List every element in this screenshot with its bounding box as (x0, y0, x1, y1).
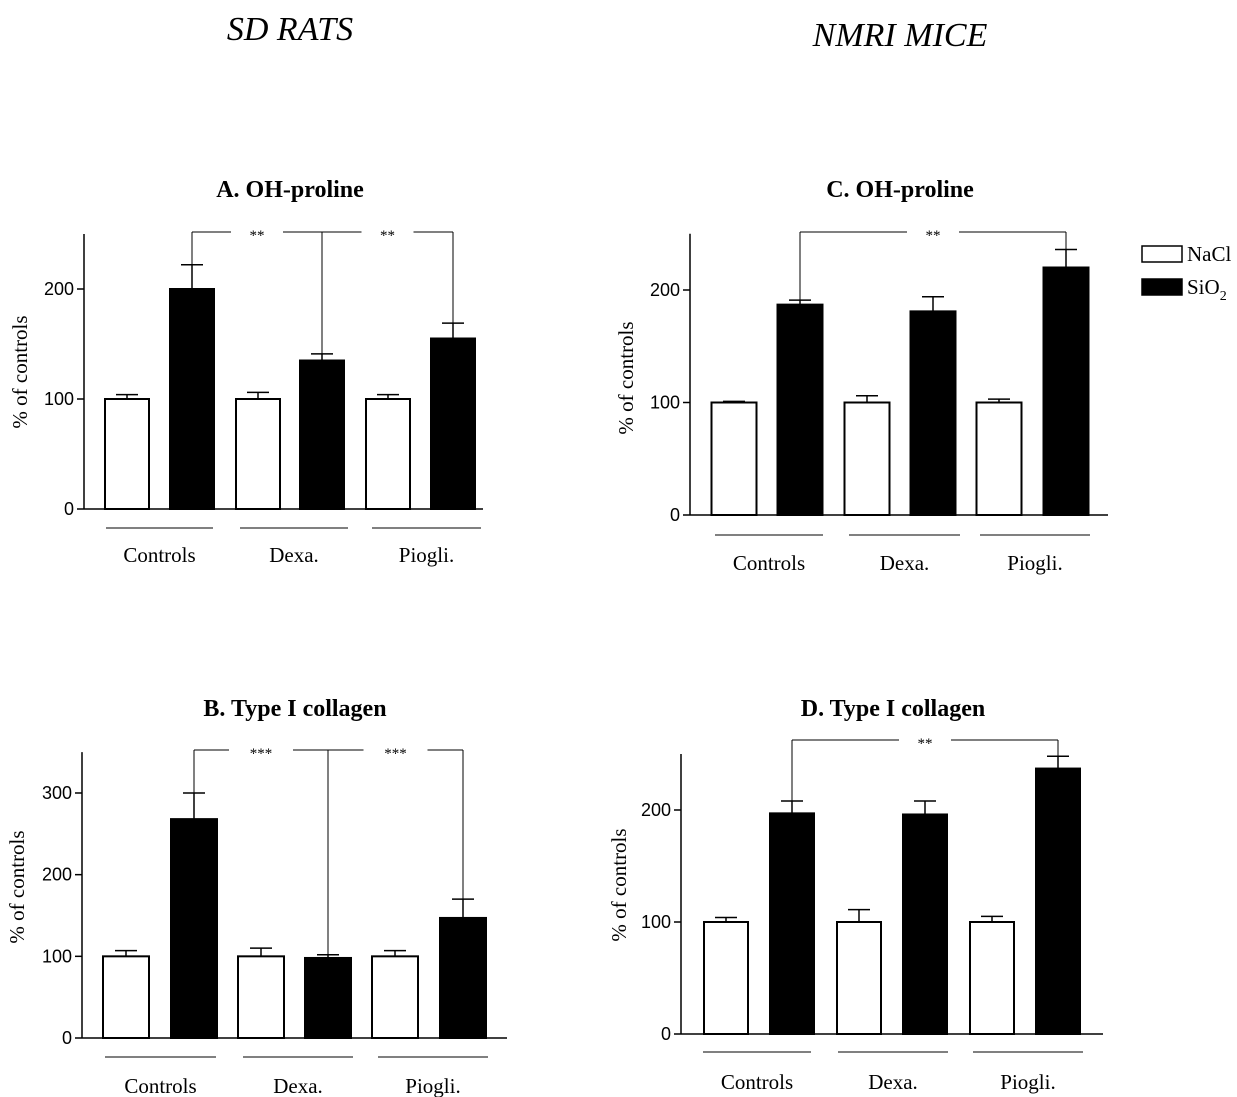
bar-sio2 (1042, 266, 1090, 516)
bar-sio2 (1035, 767, 1081, 1035)
bar-nacl (371, 955, 419, 1040)
chart-title: C. OH-proline (826, 177, 974, 203)
category-label: Dexa. (880, 551, 930, 575)
bar-nacl (365, 398, 411, 510)
legend-label-sio2: SiO2 (1187, 275, 1227, 304)
bar-sio2 (776, 303, 824, 516)
bar-nacl (237, 955, 285, 1040)
bar-nacl (843, 401, 891, 516)
significance-label: *** (384, 746, 407, 762)
category-label: Dexa. (273, 1074, 323, 1097)
category-label: Piogli. (1007, 551, 1062, 575)
significance-label: ** (250, 228, 265, 244)
category-label: Controls (721, 1070, 793, 1094)
legend-label-sio2-text: SiO (1187, 275, 1220, 299)
bar-nacl (836, 921, 882, 1035)
legend-label-sio2-subscript: 2 (1220, 289, 1227, 304)
panel-b-type-i-collagen-rats: B. Type I collagen % of controls 0 100 200 30… (5, 696, 507, 1097)
legend-swatch-sio2 (1141, 278, 1183, 296)
y-tick-label: 100 (44, 389, 74, 409)
bar-sio2 (170, 818, 218, 1039)
significance-label: ** (926, 228, 941, 244)
bar-sio2 (909, 310, 957, 516)
bar-sio2 (902, 813, 948, 1035)
chart-title: D. Type I collagen (801, 696, 985, 722)
y-axis-label: % of controls (607, 828, 631, 941)
legend-swatch-nacl (1141, 245, 1183, 263)
category-label: Controls (124, 1074, 196, 1097)
bar-sio2 (769, 812, 815, 1035)
bar-nacl (975, 401, 1023, 516)
bar-sio2 (169, 288, 215, 510)
y-axis-label: % of controls (5, 830, 29, 943)
chart-title: A. OH-proline (216, 177, 364, 203)
y-axis-label: % of controls (614, 321, 638, 434)
y-tick-label: 200 (44, 279, 74, 299)
category-label: Piogli. (399, 543, 454, 567)
panel-a-oh-proline-rats: A. OH-proline % of controls 0 100 200 Control… (8, 177, 483, 567)
panel-c-oh-proline-mice: C. OH-proline % of controls 0 100 200 Control… (614, 177, 1108, 575)
y-tick-label: 0 (670, 505, 680, 525)
y-tick-label: 0 (62, 1028, 72, 1048)
y-tick-label: 100 (650, 393, 680, 413)
y-tick-label: 100 (42, 946, 72, 966)
column-title-sd-rats: SD RATS (227, 11, 353, 48)
y-tick-label: 0 (64, 499, 74, 519)
y-tick-label: 200 (641, 800, 671, 820)
category-label: Controls (123, 543, 195, 567)
category-label: Dexa. (868, 1070, 918, 1094)
bar-nacl (969, 921, 1015, 1035)
bar-sio2 (430, 337, 476, 510)
bar-sio2 (439, 916, 487, 1040)
y-tick-label: 300 (42, 783, 72, 803)
bar-sio2 (299, 359, 345, 510)
chart-title: B. Type I collagen (203, 696, 386, 722)
bar-nacl (710, 401, 758, 516)
category-label: Piogli. (1000, 1070, 1055, 1094)
significance-label: *** (250, 746, 273, 762)
category-label: Piogli. (405, 1074, 460, 1097)
bar-nacl (104, 398, 150, 510)
bar-nacl (102, 955, 150, 1040)
bar-sio2 (304, 956, 352, 1039)
legend: NaCl SiO2 (1141, 242, 1231, 304)
category-label: Controls (733, 551, 805, 575)
panel-d-type-i-collagen-mice: D. Type I collagen % of controls 0 100 200 Co… (607, 696, 1103, 1094)
y-tick-label: 200 (42, 865, 72, 885)
significance-label: ** (380, 228, 395, 244)
bar-nacl (235, 398, 281, 510)
column-title-nmri-mice: NMRI MICE (812, 17, 988, 54)
y-tick-label: 100 (641, 912, 671, 932)
legend-label-nacl: NaCl (1187, 242, 1231, 266)
significance-label: ** (918, 736, 933, 752)
bar-nacl (703, 921, 749, 1035)
y-tick-label: 0 (661, 1024, 671, 1044)
category-label: Dexa. (269, 543, 319, 567)
y-tick-label: 200 (650, 280, 680, 300)
y-axis-label: % of controls (8, 315, 32, 428)
